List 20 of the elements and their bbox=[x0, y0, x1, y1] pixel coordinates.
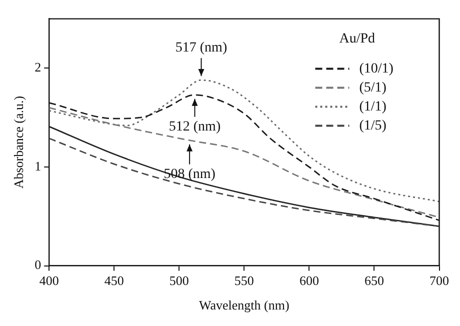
x-axis-title: Wavelength (nm) bbox=[199, 298, 290, 313]
x-tick-label: 450 bbox=[104, 273, 124, 288]
y-tick-label: 0 bbox=[34, 257, 42, 272]
legend-title: Au/Pd bbox=[339, 31, 376, 46]
y-tick-label: 1 bbox=[34, 158, 42, 174]
legend-label: (10/1) bbox=[359, 61, 394, 76]
x-tick-label: 600 bbox=[299, 273, 319, 288]
annotation: 512 (nm) bbox=[168, 120, 221, 135]
line-series bbox=[49, 79, 440, 202]
legend-label: (1/5) bbox=[359, 118, 387, 134]
y-axis-title: Absorbance (a.u.) bbox=[11, 96, 26, 189]
x-tick-label: 650 bbox=[364, 273, 384, 288]
legend-label: (1/1) bbox=[359, 99, 387, 114]
x-tick-label: 550 bbox=[234, 273, 254, 288]
legend-label: (5/1) bbox=[359, 80, 387, 96]
x-tick-label: 500 bbox=[169, 273, 189, 288]
x-tick-label: 700 bbox=[430, 273, 449, 288]
annotation: 517 (nm) bbox=[175, 40, 228, 56]
y-tick-label: 2 bbox=[34, 60, 42, 75]
x-tick-label: 400 bbox=[39, 273, 59, 288]
